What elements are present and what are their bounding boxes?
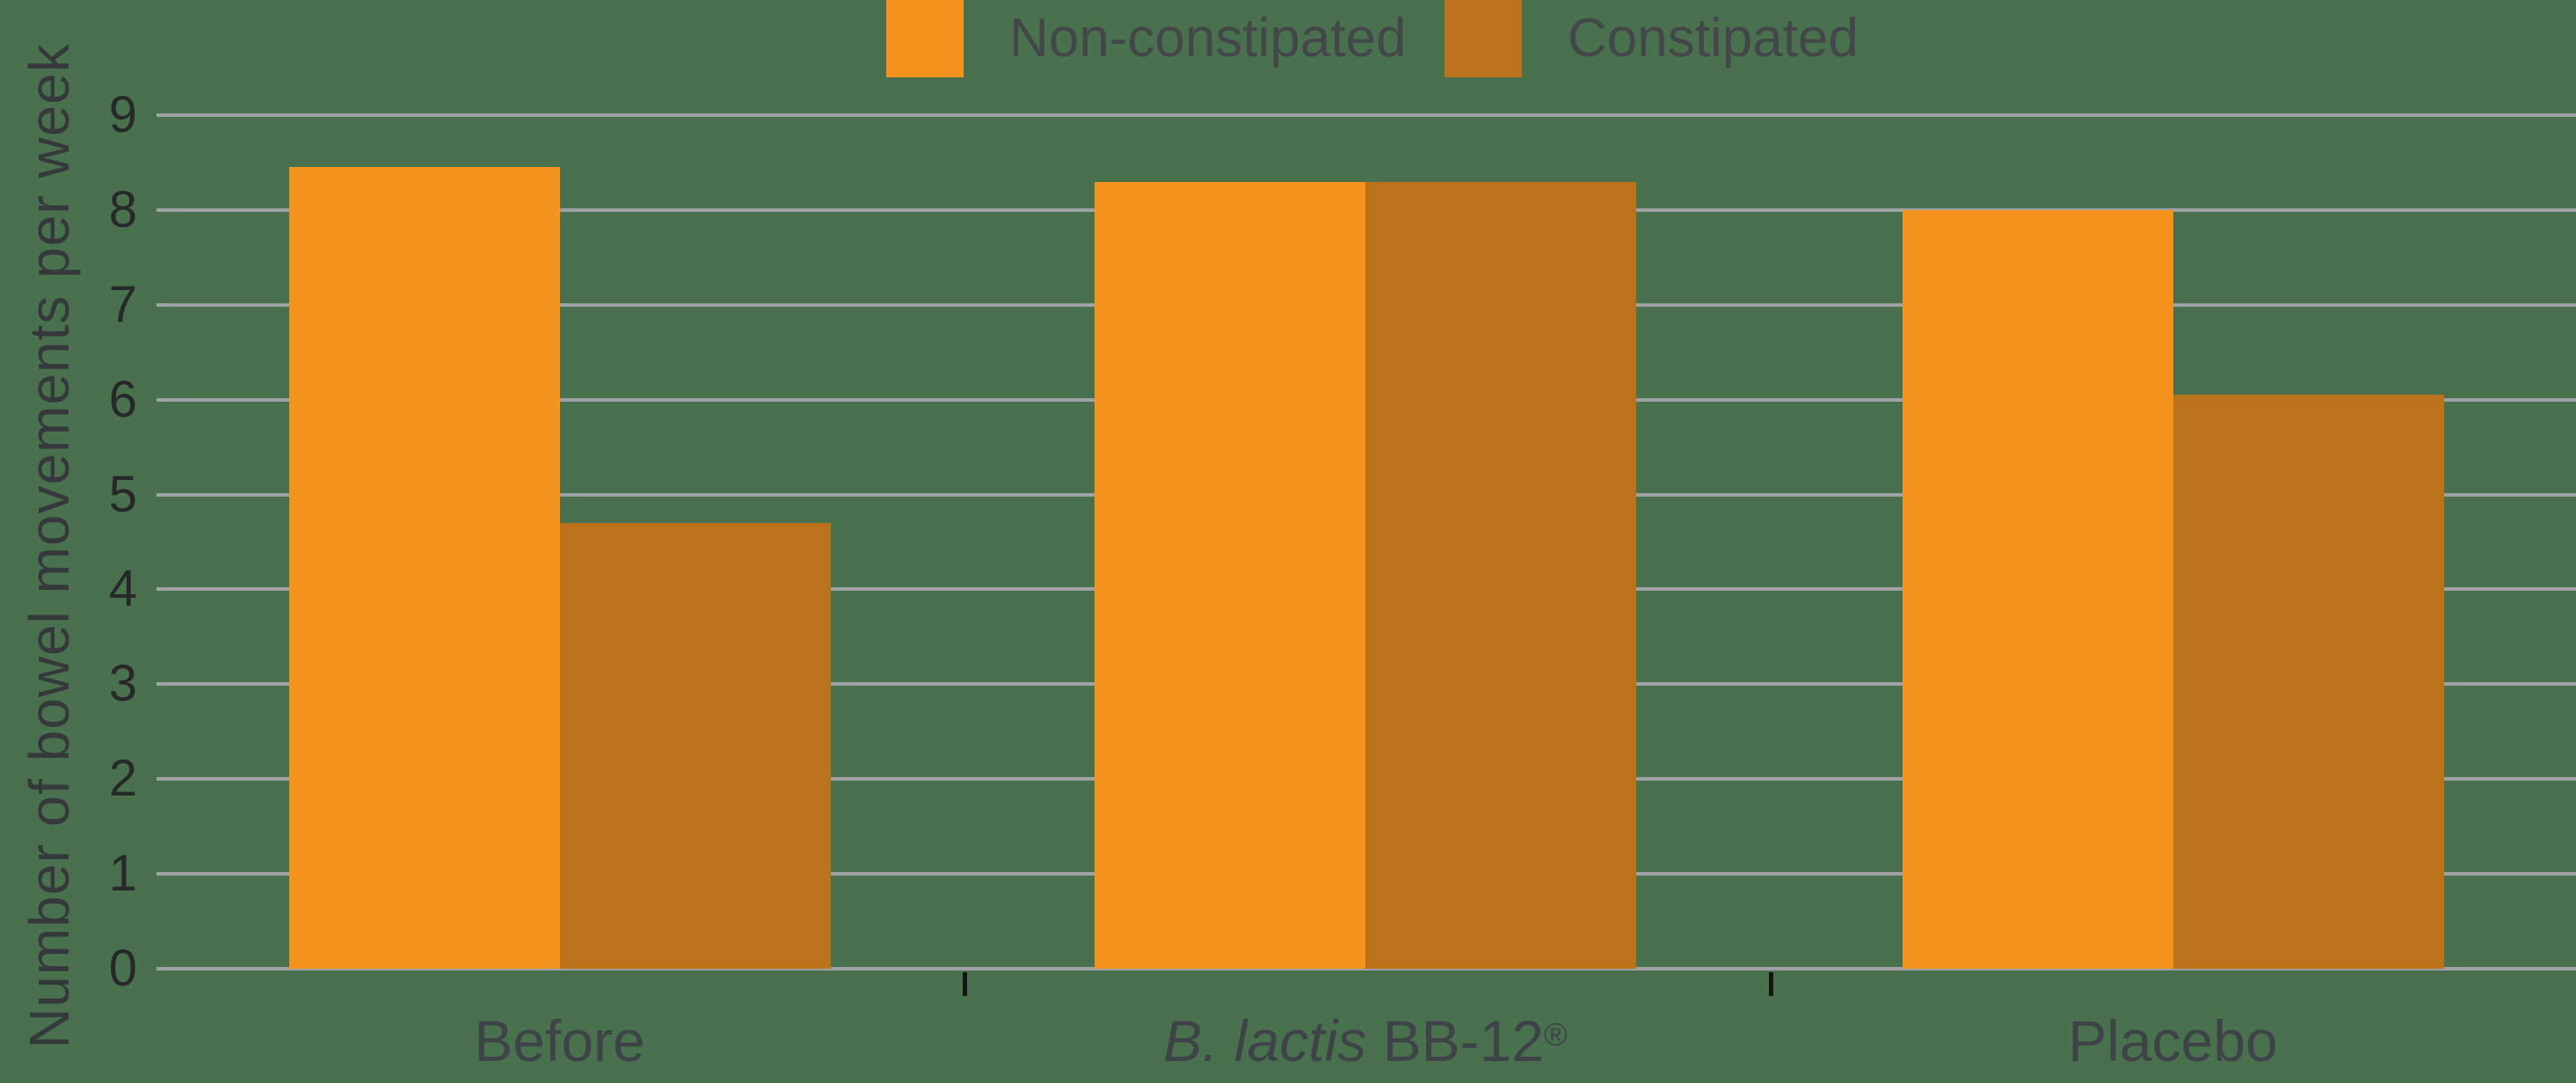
- legend-swatch-constipated: [1444, 0, 1522, 77]
- legend-item-non-constipated: Non-constipated: [886, 0, 1407, 77]
- bar-constipated-placebo: [2172, 395, 2444, 969]
- category-label-text: Before: [474, 1008, 645, 1073]
- x-axis-baseline: [156, 967, 2576, 970]
- gridline-y-9: [156, 113, 2576, 117]
- y-tick-label-2: 2: [108, 750, 137, 808]
- bar-non-constipated-b-lactis-bb-12: [1095, 181, 1365, 969]
- y-tick-label-1: 1: [108, 845, 137, 903]
- registered-mark: ®: [1544, 1015, 1568, 1052]
- y-tick-label-0: 0: [108, 940, 137, 997]
- category-label-before: Before: [474, 1007, 644, 1074]
- legend-label-constipated: Constipated: [1568, 8, 1859, 69]
- y-tick-label-7: 7: [108, 275, 137, 333]
- legend-swatch-non-constipated: [886, 0, 964, 77]
- y-tick-label-4: 4: [108, 560, 137, 618]
- y-tick-label-8: 8: [108, 180, 137, 238]
- bar-non-constipated-before: [288, 167, 560, 969]
- y-tick-label-3: 3: [108, 655, 137, 713]
- bar-constipated-before: [559, 522, 831, 969]
- legend-label-non-constipated: Non-constipated: [1009, 8, 1407, 69]
- x-axis-tick-separator-2: [1769, 972, 1773, 996]
- category-label-b-lactis-bb12: B. lactis BB-12®: [1163, 1007, 1568, 1074]
- y-axis-tick-labels: 0 1 2 3 4 5 6 7 8 9: [0, 86, 137, 997]
- y-tick-label-9: 9: [108, 86, 137, 143]
- category-label-text-italic: B. lactis: [1163, 1008, 1367, 1073]
- category-label-text: BB-12: [1366, 1008, 1545, 1073]
- plot-area: [156, 113, 2576, 996]
- legend-item-constipated: Constipated: [1444, 0, 1859, 77]
- category-label-placebo: Placebo: [2068, 1007, 2278, 1074]
- x-axis-tick-separator-1: [963, 972, 967, 996]
- y-tick-label-5: 5: [108, 465, 137, 523]
- y-tick-label-6: 6: [108, 370, 137, 428]
- bar-constipated-b-lactis-bb-12: [1365, 181, 1636, 969]
- category-label-text: Placebo: [2068, 1008, 2278, 1073]
- bar-non-constipated-placebo: [1902, 209, 2173, 969]
